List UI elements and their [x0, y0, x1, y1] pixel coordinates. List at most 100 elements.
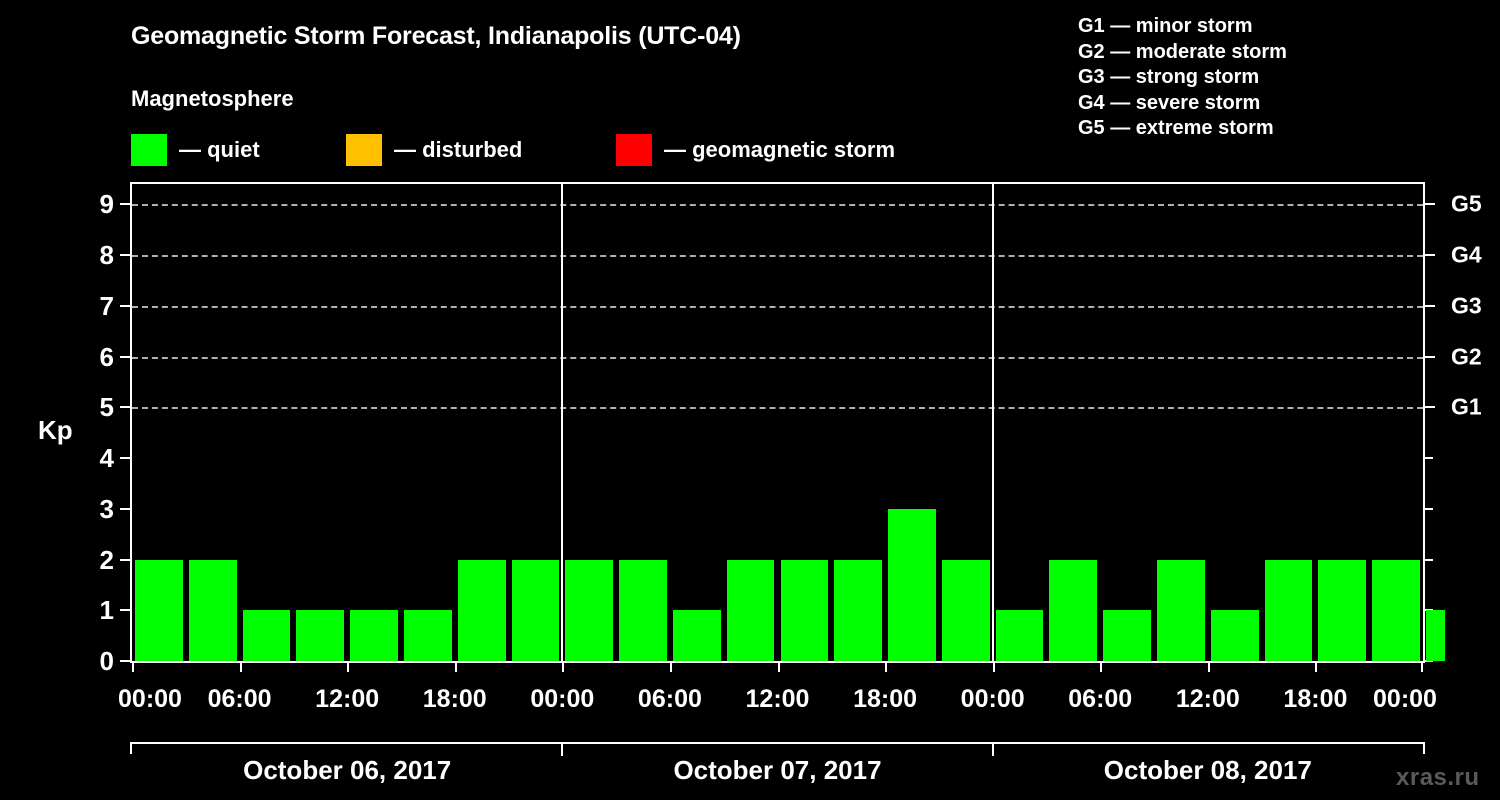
kp-bar	[1426, 610, 1446, 661]
day-divider	[991, 184, 994, 661]
plot-inner: 0 1 2 3 4 5 6 7 8 9 G1 G2 G3 G4 G5	[100, 184, 1482, 674]
g-axis-tick-label: G2	[1451, 343, 1482, 370]
date-label: October 08, 2017	[1103, 755, 1312, 785]
g-axis-minor-tick	[1423, 558, 1433, 561]
legend-item-label: — geomagnetic storm	[664, 137, 896, 162]
y-axis-tick-label: 1	[99, 595, 114, 626]
x-axis-tick-label: 06:00	[1068, 685, 1133, 713]
kp-bar	[780, 559, 829, 661]
kp-bar	[1318, 559, 1367, 661]
kp-bar	[457, 559, 506, 661]
x-axis-tick	[454, 661, 457, 672]
y-axis-tick	[120, 660, 132, 662]
legend-item-disturbed: — disturbed	[346, 133, 522, 167]
gscale-legend-line: G4 — severe storm	[1078, 91, 1261, 114]
kp-bar	[995, 610, 1044, 661]
y-axis-tick-label: 3	[99, 493, 114, 524]
y-axis-tick-label: 0	[99, 646, 114, 676]
y-axis-tick	[120, 203, 132, 206]
g-axis-tick-label: G1	[1451, 393, 1482, 420]
plot-area: 0 1 2 3 4 5 6 7 8 9 G1 G2 G3 G4 G5	[100, 182, 1482, 674]
x-axis-tick	[132, 661, 134, 672]
kp-bar	[350, 610, 398, 661]
gridline	[132, 255, 1423, 258]
x-axis-tick-label: 18:00	[1283, 685, 1348, 713]
gridline	[132, 356, 1423, 359]
x-axis-tick	[777, 661, 780, 672]
kp-bar	[672, 610, 721, 661]
legend-item-label: — quiet	[179, 137, 260, 162]
kp-bar	[511, 559, 560, 661]
y-axis-tick	[120, 558, 132, 561]
g-axis-tick-label: G4	[1451, 241, 1482, 268]
kp-bar	[834, 559, 883, 661]
x-axis-tick-label: 12:00	[745, 685, 810, 713]
x-axis-tick-label: 00:00	[118, 685, 182, 713]
day-divider	[561, 184, 564, 661]
y-axis-tick-label: 5	[99, 392, 114, 423]
kp-bar	[296, 610, 345, 661]
amber-square-swatch	[346, 134, 382, 166]
kp-bar	[403, 610, 452, 661]
y-axis-tick	[120, 254, 132, 257]
g-axis-tick	[1423, 254, 1435, 257]
page-title: Geomagnetic Storm Forecast, Indianapolis…	[131, 22, 741, 50]
kp-bar	[1157, 559, 1205, 661]
red-square-swatch	[616, 134, 652, 166]
x-axis-tick	[1207, 661, 1210, 672]
kp-bar	[619, 559, 667, 661]
g-axis-tick-label: G3	[1451, 292, 1482, 319]
y-axis-tick	[120, 355, 132, 358]
x-axis-tick	[1421, 661, 1423, 672]
kp-bar	[135, 559, 183, 661]
gridline	[132, 305, 1423, 308]
gscale-legend-line: G5 — extreme storm	[1078, 117, 1274, 139]
g-axis-tick	[1423, 406, 1435, 409]
x-axis-tick	[885, 661, 888, 672]
g-axis-minor-tick	[1423, 507, 1433, 510]
date-label: October 07, 2017	[673, 755, 882, 785]
x-axis-tick-label: 12:00	[315, 685, 380, 713]
legend-item-label: — disturbed	[394, 137, 523, 162]
y-axis-tick-label: 4	[99, 443, 114, 474]
y-axis-tick	[120, 457, 132, 460]
g-axis-minor-tick	[1423, 457, 1433, 460]
g-axis-tick	[1423, 203, 1435, 206]
x-axis-tick-label: 12:00	[1175, 685, 1240, 713]
legend-item-quiet: — quiet	[131, 133, 260, 167]
x-axis-tick	[347, 661, 350, 672]
x-axis-tick-label: 00:00	[530, 685, 595, 713]
y-axis-tick-label: 8	[99, 240, 114, 271]
legend-item-geomagneticstorm: — geomagnetic storm	[616, 133, 895, 167]
y-axis-tick-label: 2	[99, 544, 114, 575]
x-axis-tick-label: 00:00	[1373, 685, 1437, 713]
y-axis-tick	[120, 507, 132, 510]
kp-bar	[1264, 559, 1313, 661]
x-axis-tick	[992, 661, 995, 672]
date-bracket-tick	[561, 744, 564, 756]
g-axis-minor-tick	[1423, 660, 1433, 662]
y-axis-title: Kp	[38, 415, 73, 445]
g-axis-tick	[1423, 355, 1435, 358]
x-axis-tick-label: 18:00	[853, 685, 918, 713]
kp-bar	[726, 559, 775, 661]
y-axis-tick-label: 7	[99, 290, 114, 321]
date-label: October 06, 2017	[243, 755, 452, 785]
y-axis-tick-label: 6	[99, 341, 114, 372]
gridline	[132, 407, 1423, 410]
gscale-legend-line: G1 — minor storm	[1078, 15, 1253, 37]
gridline	[132, 204, 1423, 207]
kp-bar	[1372, 559, 1420, 661]
x-axis-tick	[562, 661, 565, 672]
date-bracket-tick	[991, 744, 994, 756]
x-axis-tick-label: 06:00	[637, 685, 702, 713]
x-axis-tick-label: 06:00	[207, 685, 272, 713]
kp-bar	[1049, 559, 1098, 661]
x-axis-tick	[239, 661, 242, 672]
g-axis-tick	[1423, 304, 1435, 307]
gscale-legend-line: G2 — moderate storm	[1078, 40, 1287, 63]
kp-bar	[888, 508, 936, 661]
gscale-legend-line: G3 — strong storm	[1078, 66, 1260, 88]
kp-bar	[242, 610, 291, 661]
g-axis-tick-label: G5	[1451, 190, 1482, 217]
